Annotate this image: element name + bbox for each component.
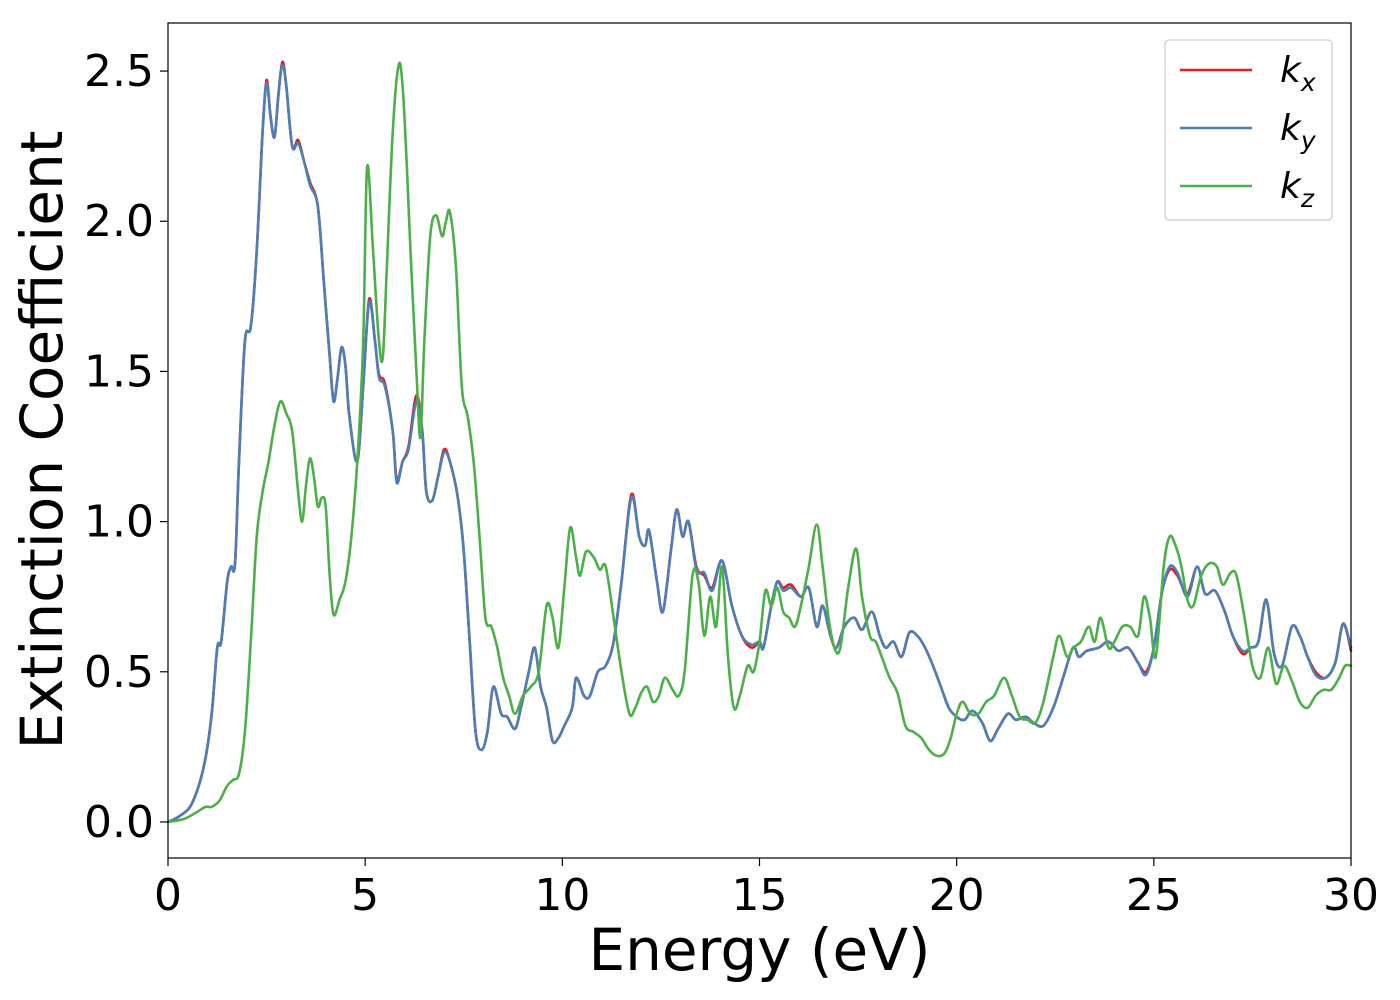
y-tick-label: 1.5	[84, 346, 154, 397]
x-tick-label: 10	[534, 870, 590, 921]
legend-box	[1164, 39, 1333, 221]
x-axis: 0 5 10 15 20 25 30	[154, 858, 1379, 921]
legend-label-x: kx	[1280, 50, 1316, 97]
series-layer	[166, 60, 1353, 824]
plot-background	[168, 23, 1351, 858]
y-tick-label: 0.5	[84, 647, 154, 698]
x-tick-label: 15	[732, 870, 788, 921]
series-line-z	[166, 61, 1353, 824]
series-line-y	[166, 63, 1353, 824]
x-tick-label: 5	[351, 870, 379, 921]
y-tick-label: 0.0	[84, 797, 154, 848]
y-tick-label: 2.0	[84, 196, 154, 247]
x-tick-label: 25	[1126, 870, 1182, 921]
legend: kx ky kz	[1164, 39, 1333, 221]
x-axis-title: Energy (eV)	[588, 916, 930, 984]
x-tick-label: 30	[1323, 870, 1379, 921]
x-tick-label: 20	[929, 870, 985, 921]
y-tick-label: 2.5	[84, 46, 154, 97]
y-axis: 0.0 0.5 1.0 1.5 2.0 2.5	[84, 46, 168, 848]
y-axis-title: Extinction Coefficient	[8, 131, 76, 750]
legend-label-y: ky	[1280, 108, 1317, 155]
x-tick-label: 0	[154, 870, 182, 921]
legend-label-z: kz	[1280, 166, 1315, 213]
y-tick-label: 1.0	[84, 497, 154, 548]
